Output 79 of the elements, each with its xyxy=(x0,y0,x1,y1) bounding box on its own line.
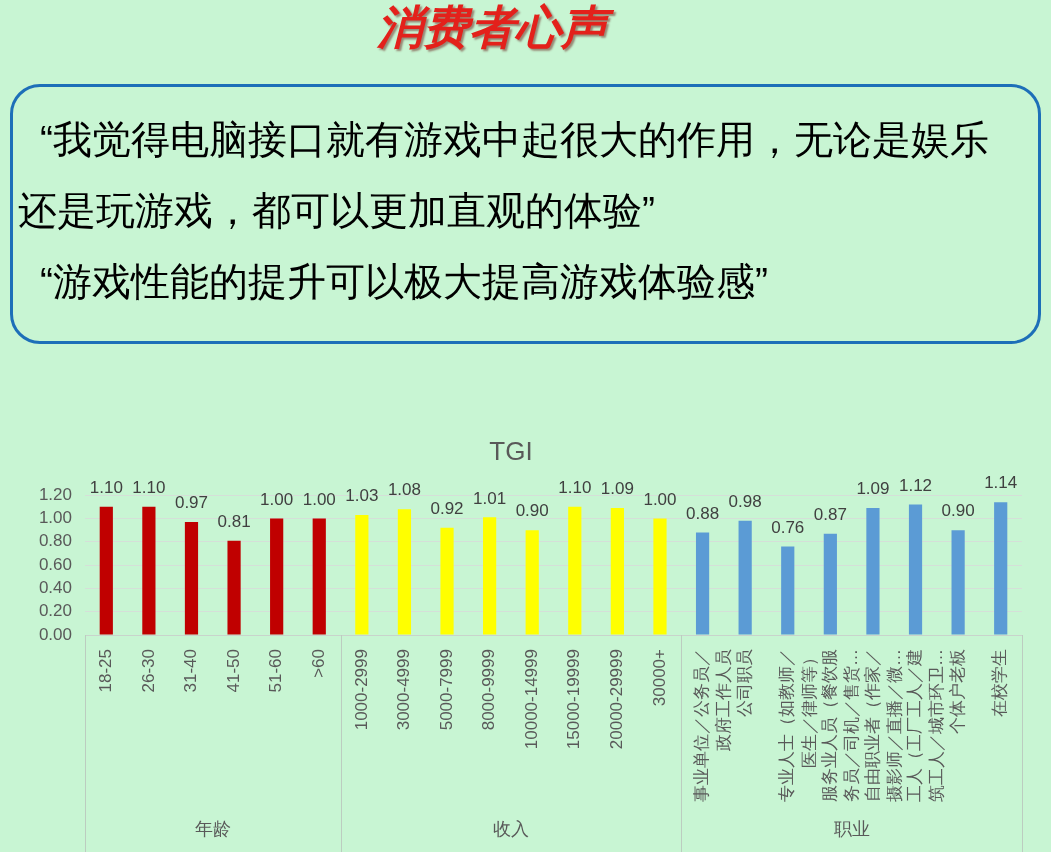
x-tick-label: 公司职员 xyxy=(734,649,754,717)
data-label: 1.00 xyxy=(302,489,336,509)
data-label: 0.90 xyxy=(515,501,549,521)
x-tick-label: 26-30 xyxy=(138,649,158,693)
text: “游戏性能的提升可以极大提高游戏体验感” xyxy=(39,259,769,305)
data-label: 1.10 xyxy=(132,478,166,498)
bar xyxy=(781,546,795,635)
x-tick-label: 20000-29999 xyxy=(607,649,627,750)
bar xyxy=(184,522,199,635)
bar xyxy=(270,518,284,635)
bar xyxy=(951,530,965,635)
bar xyxy=(440,527,454,635)
data-label: 1.03 xyxy=(345,486,379,506)
y-tick-label: 0.20 xyxy=(38,601,72,621)
bar xyxy=(823,533,837,635)
x-tick-label: 1000-2999 xyxy=(351,649,371,731)
text: 职业 xyxy=(833,818,870,839)
data-label: 1.14 xyxy=(984,473,1018,493)
data-label: 1.09 xyxy=(856,479,890,499)
y-tick-label: 1.00 xyxy=(38,508,72,528)
data-label: 0.88 xyxy=(686,503,720,523)
bar xyxy=(568,506,582,635)
data-label: 1.12 xyxy=(898,475,933,495)
bar xyxy=(738,520,752,635)
data-label: 0.87 xyxy=(813,504,847,524)
x-tick-label: 个体户老板 xyxy=(947,649,967,734)
bar xyxy=(227,540,241,635)
y-tick-label: 0.00 xyxy=(38,624,72,644)
text: 收入 xyxy=(492,818,529,839)
x-tick-label: 10000-14999 xyxy=(521,649,541,750)
bar xyxy=(312,518,326,635)
x-tick-label: 工人（工厂工人／建筑工人／城市环卫… xyxy=(905,649,947,802)
bar xyxy=(99,506,113,635)
data-label: 0.81 xyxy=(217,511,251,531)
text: “我觉得电脑接口就有游戏中起很大的作用，无论是娱乐还是玩游戏，都可以更加直观的体验” xyxy=(18,117,990,234)
text: 年龄 xyxy=(194,818,231,839)
x-tick-label: 事业单位／公务员／政府工作人员 xyxy=(692,649,734,802)
data-label: 1.00 xyxy=(260,489,294,509)
bar xyxy=(355,515,369,635)
bar xyxy=(653,518,667,635)
x-tick-label: 在校学生 xyxy=(990,649,1010,717)
data-label: 0.90 xyxy=(941,501,975,521)
data-label: 0.76 xyxy=(771,517,805,537)
y-tick-label: 1.20 xyxy=(38,484,72,504)
data-label: 1.01 xyxy=(473,488,507,508)
x-tick-label: 30000+ xyxy=(649,648,669,707)
x-tick-label: 5000-7999 xyxy=(436,649,456,731)
data-label: 1.10 xyxy=(89,478,123,498)
x-tick-label: 15000-19999 xyxy=(564,649,584,750)
data-label: 0.92 xyxy=(430,499,464,519)
bar xyxy=(994,502,1008,635)
data-label: 0.98 xyxy=(728,492,762,512)
x-tick-label: 18-25 xyxy=(95,649,115,693)
data-label: 1.00 xyxy=(643,489,677,509)
bar xyxy=(142,506,156,635)
x-tick-label: 8000-9999 xyxy=(479,649,499,731)
x-tick-label: 51-60 xyxy=(266,649,286,693)
bar xyxy=(908,504,923,635)
bar xyxy=(866,508,880,635)
bar xyxy=(695,532,710,635)
x-tick-label: 服务业人员（餐饮服务员／司机／售货… xyxy=(820,649,862,802)
y-tick-label: 0.60 xyxy=(38,554,72,574)
x-tick-label: 3000-4999 xyxy=(394,649,414,731)
data-label: 1.10 xyxy=(558,478,592,498)
x-tick-label: 自由职业者（作家／摄影师／直播／微… xyxy=(862,649,904,802)
chart-subtitle: TGI xyxy=(489,435,533,466)
bar xyxy=(483,517,497,635)
y-tick-label: 0.40 xyxy=(38,578,72,598)
bar xyxy=(397,509,412,635)
x-tick-label: 31-40 xyxy=(181,649,201,693)
bar xyxy=(610,508,624,635)
y-tick-label: 0.80 xyxy=(38,531,72,551)
x-tick-label: >60 xyxy=(308,649,328,678)
bar xyxy=(525,530,539,635)
data-label: 0.97 xyxy=(174,493,209,513)
data-label: 1.08 xyxy=(387,480,421,500)
data-label: 1.09 xyxy=(600,479,634,499)
x-tick-label: 41-50 xyxy=(223,649,243,693)
x-tick-label: 专业人士（如教师／医生／律师等） xyxy=(777,649,819,802)
